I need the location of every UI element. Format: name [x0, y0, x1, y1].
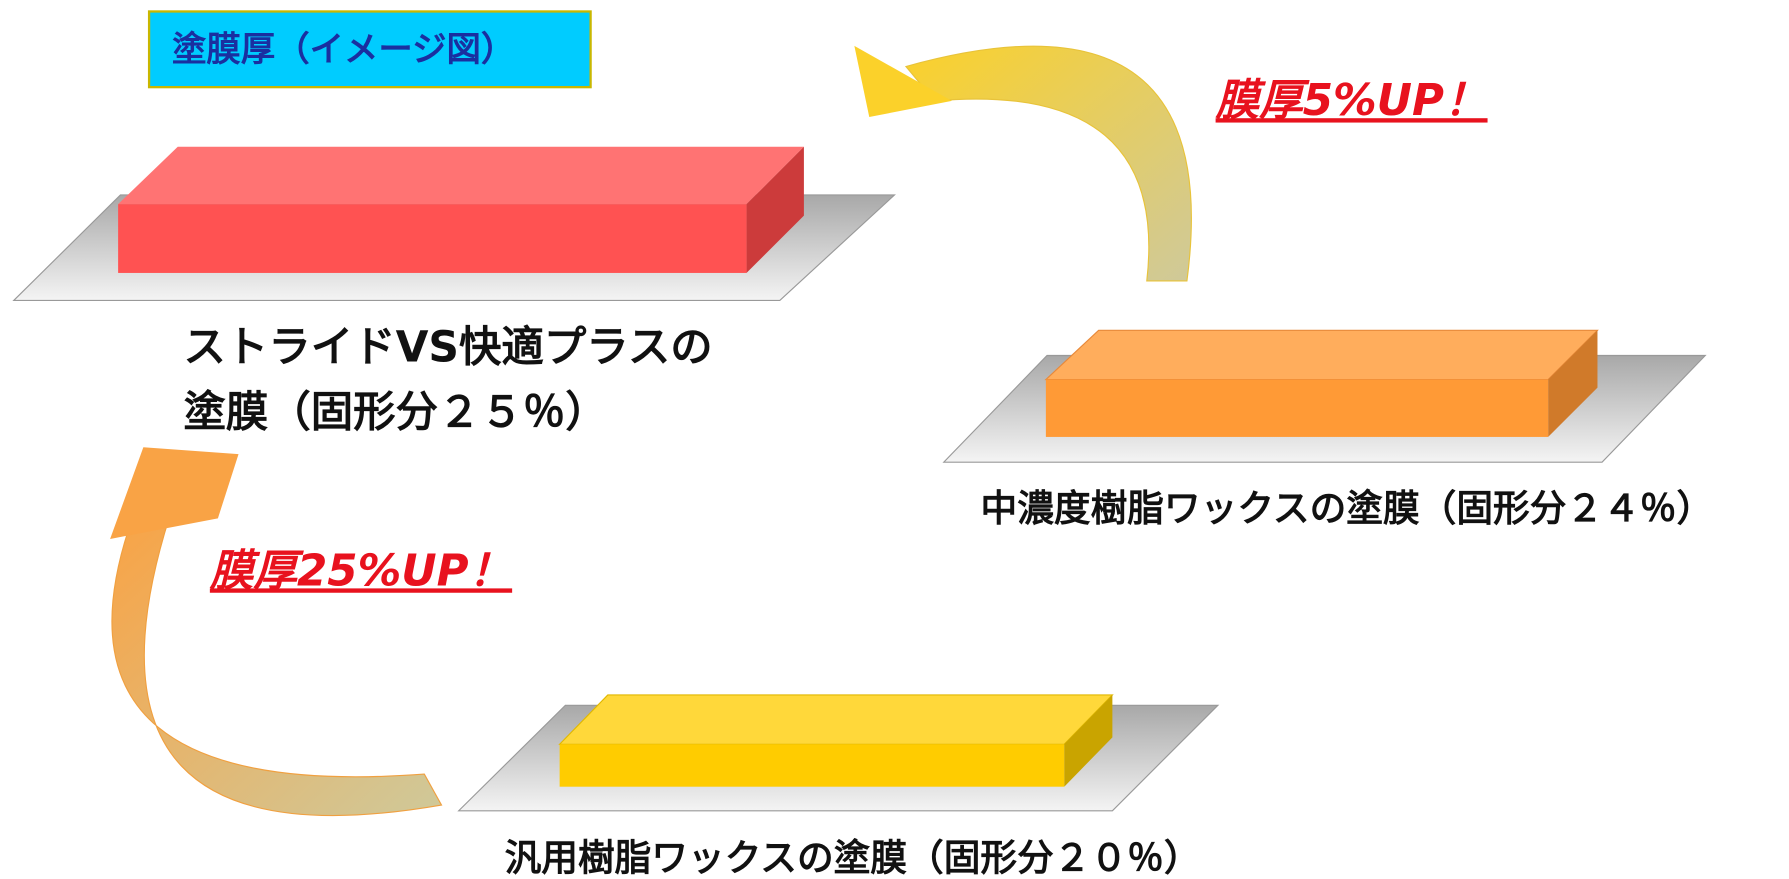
film-front	[1045, 379, 1549, 437]
film-label: 中濃度樹脂ワックスの塗膜（固形分２４％）	[981, 487, 1714, 530]
film-side	[1548, 330, 1598, 437]
film-front	[559, 744, 1065, 787]
film-top	[1044, 329, 1599, 381]
film-front	[118, 204, 747, 273]
callout: 膜厚25%UP！	[209, 546, 512, 596]
film-top	[558, 694, 1114, 745]
arrow-body	[111, 515, 443, 817]
arrow-body	[904, 45, 1192, 282]
film-side	[1064, 694, 1113, 787]
arrow-head	[110, 447, 239, 539]
film-label: ストライドVS快適プラスの	[183, 323, 712, 372]
film-label: 塗膜（固形分２５％）	[183, 389, 607, 438]
film-top	[118, 146, 804, 205]
arrow-head	[854, 45, 952, 117]
title: 塗膜厚（イメージ図）	[172, 30, 515, 70]
film-label: 汎用樹脂ワックスの塗膜（固形分２０％）	[505, 837, 1201, 875]
callout: 膜厚5%UP！	[1215, 76, 1488, 126]
film-side	[746, 146, 804, 273]
title-box	[147, 10, 592, 89]
